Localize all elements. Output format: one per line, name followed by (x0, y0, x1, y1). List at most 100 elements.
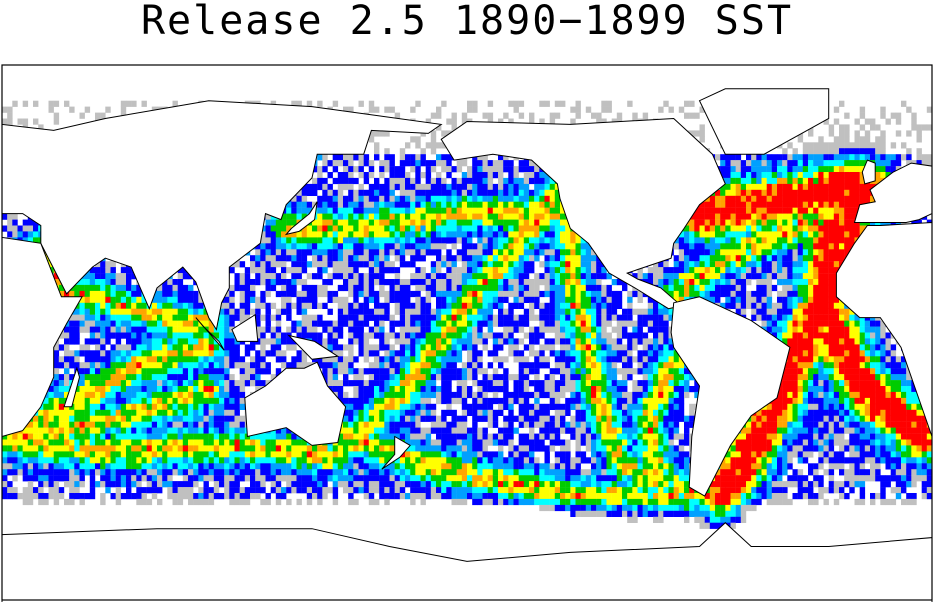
data-cell (95, 403, 101, 410)
data-cell (467, 308, 473, 315)
data-cell (141, 308, 147, 315)
data-cell (405, 249, 411, 256)
data-cell (22, 451, 29, 458)
data-cell (379, 380, 385, 387)
data-cell (405, 177, 411, 185)
data-cell (224, 469, 230, 476)
data-cell (456, 457, 463, 464)
data-cell (379, 195, 385, 202)
data-cell (374, 457, 380, 464)
data-cell (353, 415, 359, 422)
data-cell (270, 457, 277, 464)
data-cell (389, 172, 395, 179)
data-cell (265, 267, 271, 274)
data-cell (79, 380, 85, 387)
data-cell (27, 498, 34, 506)
data-cell (399, 183, 406, 191)
data-cell (446, 469, 452, 476)
data-cell (343, 261, 349, 268)
data-cell (441, 338, 447, 345)
data-cell (332, 338, 339, 345)
data-cell (115, 397, 122, 405)
data-cell (27, 481, 34, 488)
data-cell (430, 326, 437, 333)
data-cell (332, 475, 339, 482)
data-cell (162, 451, 168, 458)
data-cell (7, 219, 13, 226)
data-cell (343, 380, 349, 387)
data-cell (64, 481, 70, 488)
data-cell (405, 231, 411, 238)
data-cell (358, 308, 364, 315)
data-cell (53, 374, 60, 381)
data-cell (446, 356, 452, 363)
data-cell (239, 314, 246, 321)
data-cell (250, 308, 256, 315)
data-cell (244, 350, 251, 357)
data-cell (436, 160, 442, 167)
data-cell (451, 427, 457, 434)
data-cell (410, 391, 416, 399)
data-cell (317, 302, 323, 309)
data-cell (472, 213, 478, 220)
data-cell (74, 391, 80, 399)
data-cell (89, 314, 96, 321)
data-cell (425, 314, 432, 321)
data-cell (332, 445, 339, 452)
data-cell (193, 368, 199, 375)
data-cell (146, 475, 153, 482)
data-cell (291, 284, 297, 292)
data-cell (467, 487, 473, 494)
data-cell (136, 403, 142, 410)
data-cell (337, 243, 344, 250)
data-cell (415, 415, 421, 422)
data-cell (425, 338, 432, 345)
data-cell (353, 237, 359, 244)
data-cell (436, 427, 442, 434)
data-cell (224, 433, 230, 440)
data-cell (368, 201, 375, 208)
data-cell (193, 338, 199, 345)
data-cell (306, 225, 313, 232)
data-cell (219, 380, 225, 387)
data-cell (250, 493, 256, 500)
data-cell (348, 421, 354, 428)
data-cell (177, 493, 184, 500)
data-cell (451, 457, 457, 464)
data-cell (172, 445, 178, 452)
data-cell (337, 219, 344, 226)
data-cell (379, 201, 385, 208)
data-cell (306, 201, 313, 208)
data-cell (48, 391, 54, 399)
data-cell (399, 189, 406, 196)
data-cell (120, 320, 127, 327)
data-cell (234, 314, 240, 321)
data-cell (120, 475, 127, 482)
data-cell (203, 374, 209, 381)
data-cell (332, 326, 339, 333)
data-cell (332, 201, 339, 208)
data-cell (415, 207, 421, 214)
data-cell (208, 356, 215, 363)
data-cell (415, 249, 421, 256)
data-cell (286, 338, 292, 345)
data-cell (343, 374, 349, 381)
data-cell (451, 279, 457, 286)
data-cell (286, 296, 292, 303)
data-cell (136, 374, 142, 381)
data-cell (151, 487, 158, 494)
data-cell (379, 279, 385, 286)
data-cell (343, 219, 349, 226)
data-cell (265, 261, 271, 268)
data-cell (337, 213, 344, 220)
data-cell (198, 296, 204, 303)
data-cell (131, 463, 137, 470)
data-cell (110, 415, 116, 422)
data-cell (446, 332, 452, 339)
data-cell (456, 386, 463, 393)
data-cell (436, 201, 442, 208)
data-cell (353, 397, 359, 405)
data-cell (275, 338, 282, 345)
data-cell (141, 332, 147, 339)
data-cell (95, 427, 101, 434)
